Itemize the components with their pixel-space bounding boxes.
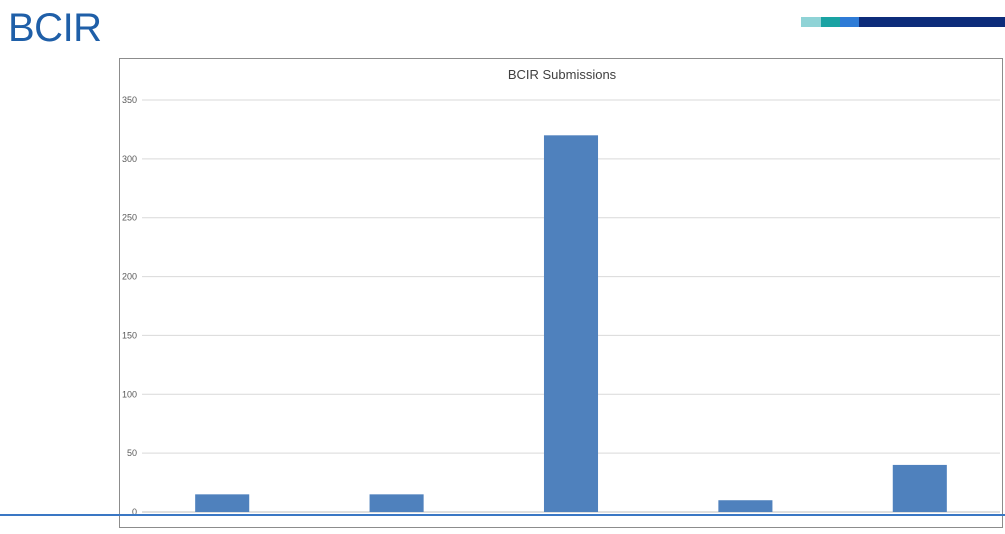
chart-title: BCIR Submissions	[508, 67, 617, 82]
bar	[195, 494, 250, 512]
y-tick-label: 0	[132, 507, 137, 517]
bar	[892, 464, 947, 512]
y-tick-label: 150	[122, 330, 137, 340]
gridlines	[142, 99, 1000, 513]
y-axis-ticks: 0 50 100 150 200 250 300 350	[122, 95, 137, 517]
accent-segment-1	[801, 17, 821, 27]
y-tick-label: 350	[122, 95, 137, 105]
accent-segment-4	[859, 17, 1005, 27]
y-tick-label: 100	[122, 389, 137, 399]
slide-bottom-rule	[0, 514, 1005, 516]
accent-segment-2	[821, 17, 840, 27]
bar	[369, 494, 424, 512]
y-tick-label: 200	[122, 272, 137, 282]
bars	[195, 135, 947, 513]
bar	[718, 500, 773, 512]
y-tick-label: 50	[127, 448, 137, 458]
accent-segment-3	[840, 17, 859, 27]
bar-chart: BCIR Submissions 0 50 100 150 200 250 300 350	[122, 67, 1000, 517]
y-tick-label: 250	[122, 213, 137, 223]
slide-title: BCIR	[8, 6, 102, 50]
bar	[543, 135, 599, 513]
y-tick-label: 300	[122, 154, 137, 164]
chart-frame: BCIR Submissions 0 50 100 150 200 250 300 350	[119, 58, 1003, 528]
